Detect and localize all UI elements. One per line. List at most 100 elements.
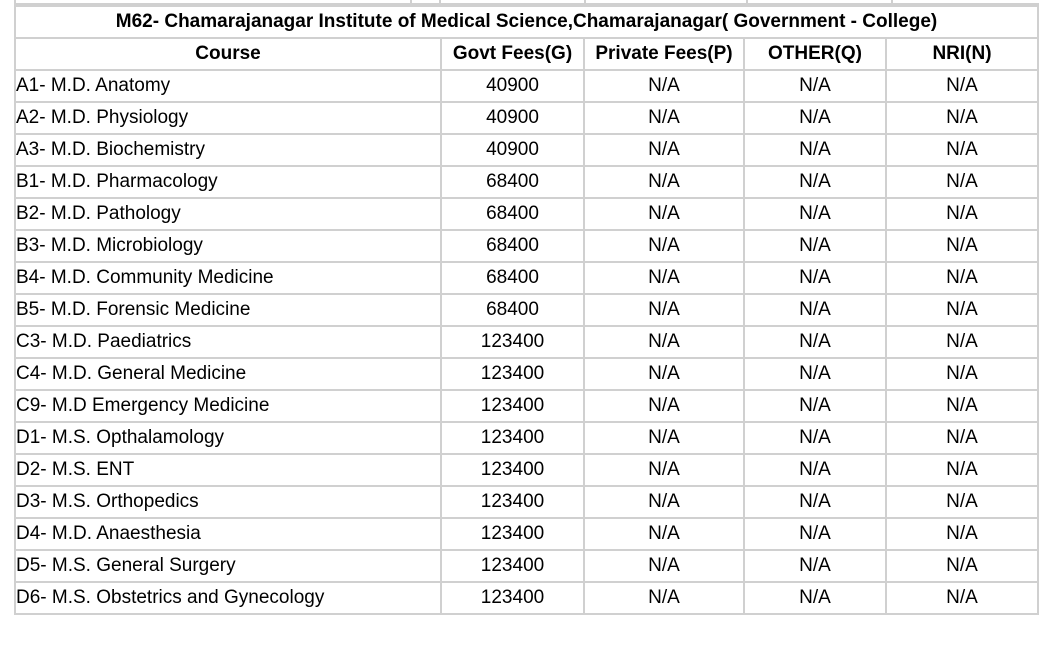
college-title: M62- Chamarajanagar Institute of Medical… bbox=[13, 5, 1040, 39]
table-row: B3- M.D. Microbiology 68400 N/A N/A N/A bbox=[14, 229, 1040, 263]
private-fee-cell: N/A bbox=[583, 325, 745, 359]
column-header-govt-fees: Govt Fees(G) bbox=[440, 37, 585, 71]
govt-fee-cell: 123400 bbox=[440, 517, 585, 551]
cropped-cell bbox=[748, 0, 893, 3]
cropped-row-above bbox=[14, 0, 1039, 5]
nri-fee-cell: N/A bbox=[884, 133, 1040, 167]
course-cell: D4- M.D. Anaesthesia bbox=[14, 517, 442, 551]
course-cell: B2- M.D. Pathology bbox=[14, 197, 442, 231]
nri-fee-cell: N/A bbox=[884, 165, 1040, 199]
table-row: A1- M.D. Anatomy 40900 N/A N/A N/A bbox=[14, 69, 1040, 103]
fees-page: M62- Chamarajanagar Institute of Medical… bbox=[13, 0, 1040, 615]
private-fee-cell: N/A bbox=[583, 261, 745, 295]
govt-fee-cell: 123400 bbox=[440, 389, 585, 423]
govt-fee-cell: 40900 bbox=[440, 69, 585, 103]
other-fee-cell: N/A bbox=[743, 517, 887, 551]
table-row: C9- M.D Emergency Medicine 123400 N/A N/A N/… bbox=[14, 389, 1040, 423]
table-body: A1- M.D. Anatomy 40900 N/A N/A N/A A2- M.D. P… bbox=[14, 69, 1040, 615]
govt-fee-cell: 68400 bbox=[440, 261, 585, 295]
nri-fee-cell: N/A bbox=[884, 389, 1040, 423]
private-fee-cell: N/A bbox=[583, 581, 745, 615]
course-cell: D2- M.S. ENT bbox=[14, 453, 442, 487]
course-cell: B3- M.D. Microbiology bbox=[14, 229, 442, 263]
other-fee-cell: N/A bbox=[743, 549, 887, 583]
column-header-nri: NRI(N) bbox=[884, 37, 1040, 71]
nri-fee-cell: N/A bbox=[884, 485, 1040, 519]
table-row: B4- M.D. Community Medicine 68400 N/A N/A N/… bbox=[14, 261, 1040, 295]
table-row: C3- M.D. Paediatrics 123400 N/A N/A N/A bbox=[14, 325, 1040, 359]
govt-fee-cell: 40900 bbox=[440, 133, 585, 167]
nri-fee-cell: N/A bbox=[884, 549, 1040, 583]
column-header-course: Course bbox=[14, 37, 442, 71]
cropped-cell bbox=[893, 0, 1037, 3]
private-fee-cell: N/A bbox=[583, 69, 745, 103]
course-cell: A2- M.D. Physiology bbox=[14, 101, 442, 135]
table-row: D6- M.S. Obstetrics and Gynecology 123400… bbox=[14, 581, 1040, 615]
course-cell: B5- M.D. Forensic Medicine bbox=[14, 293, 442, 327]
govt-fee-cell: 123400 bbox=[440, 453, 585, 487]
private-fee-cell: N/A bbox=[583, 197, 745, 231]
govt-fee-cell: 123400 bbox=[440, 581, 585, 615]
private-fee-cell: N/A bbox=[583, 421, 745, 455]
govt-fee-cell: 123400 bbox=[440, 357, 585, 391]
other-fee-cell: N/A bbox=[743, 389, 887, 423]
course-cell: D1- M.S. Opthalamology bbox=[14, 421, 442, 455]
table-row: D3- M.S. Orthopedics 123400 N/A N/A N/A bbox=[14, 485, 1040, 519]
nri-fee-cell: N/A bbox=[884, 261, 1040, 295]
govt-fee-cell: 68400 bbox=[440, 293, 585, 327]
fees-table: M62- Chamarajanagar Institute of Medical… bbox=[13, 5, 1040, 615]
header-row: Course Govt Fees(G) Private Fees(P) OTHE… bbox=[14, 37, 1040, 71]
table-row: B2- M.D. Pathology 68400 N/A N/A N/A bbox=[14, 197, 1040, 231]
nri-fee-cell: N/A bbox=[884, 101, 1040, 135]
private-fee-cell: N/A bbox=[583, 133, 745, 167]
other-fee-cell: N/A bbox=[743, 229, 887, 263]
table-row: D1- M.S. Opthalamology 123400 N/A N/A N/A bbox=[14, 421, 1040, 455]
course-cell: B4- M.D. Community Medicine bbox=[14, 261, 442, 295]
private-fee-cell: N/A bbox=[583, 453, 745, 487]
govt-fee-cell: 123400 bbox=[440, 549, 585, 583]
nri-fee-cell: N/A bbox=[884, 357, 1040, 391]
nri-fee-cell: N/A bbox=[884, 325, 1040, 359]
private-fee-cell: N/A bbox=[583, 229, 745, 263]
nri-fee-cell: N/A bbox=[884, 421, 1040, 455]
table-row: D2- M.S. ENT 123400 N/A N/A N/A bbox=[14, 453, 1040, 487]
private-fee-cell: N/A bbox=[583, 101, 745, 135]
other-fee-cell: N/A bbox=[743, 325, 887, 359]
private-fee-cell: N/A bbox=[583, 517, 745, 551]
other-fee-cell: N/A bbox=[743, 101, 887, 135]
private-fee-cell: N/A bbox=[583, 165, 745, 199]
cropped-cell bbox=[586, 0, 748, 3]
course-cell: D6- M.S. Obstetrics and Gynecology bbox=[14, 581, 442, 615]
course-cell: D5- M.S. General Surgery bbox=[14, 549, 442, 583]
govt-fee-cell: 68400 bbox=[440, 165, 585, 199]
course-cell: A1- M.D. Anatomy bbox=[14, 69, 442, 103]
nri-fee-cell: N/A bbox=[884, 517, 1040, 551]
course-cell: D3- M.S. Orthopedics bbox=[14, 485, 442, 519]
course-cell: C9- M.D Emergency Medicine bbox=[14, 389, 442, 423]
govt-fee-cell: 123400 bbox=[440, 485, 585, 519]
table-row: D4- M.D. Anaesthesia 123400 N/A N/A N/A bbox=[14, 517, 1040, 551]
table-row: D5- M.S. General Surgery 123400 N/A N/A N/A bbox=[14, 549, 1040, 583]
table-row: C4- M.D. General Medicine 123400 N/A N/A N/A bbox=[14, 357, 1040, 391]
other-fee-cell: N/A bbox=[743, 453, 887, 487]
govt-fee-cell: 40900 bbox=[440, 101, 585, 135]
nri-fee-cell: N/A bbox=[884, 581, 1040, 615]
course-cell: C4- M.D. General Medicine bbox=[14, 357, 442, 391]
title-row: M62- Chamarajanagar Institute of Medical… bbox=[13, 5, 1040, 39]
cropped-cell bbox=[14, 0, 412, 3]
column-header-private-fees: Private Fees(P) bbox=[583, 37, 745, 71]
private-fee-cell: N/A bbox=[583, 293, 745, 327]
course-cell: B1- M.D. Pharmacology bbox=[14, 165, 442, 199]
private-fee-cell: N/A bbox=[583, 485, 745, 519]
other-fee-cell: N/A bbox=[743, 293, 887, 327]
course-cell: C3- M.D. Paediatrics bbox=[14, 325, 442, 359]
other-fee-cell: N/A bbox=[743, 261, 887, 295]
govt-fee-cell: 68400 bbox=[440, 229, 585, 263]
nri-fee-cell: N/A bbox=[884, 197, 1040, 231]
private-fee-cell: N/A bbox=[583, 357, 745, 391]
other-fee-cell: N/A bbox=[743, 197, 887, 231]
nri-fee-cell: N/A bbox=[884, 293, 1040, 327]
other-fee-cell: N/A bbox=[743, 485, 887, 519]
nri-fee-cell: N/A bbox=[884, 69, 1040, 103]
private-fee-cell: N/A bbox=[583, 549, 745, 583]
